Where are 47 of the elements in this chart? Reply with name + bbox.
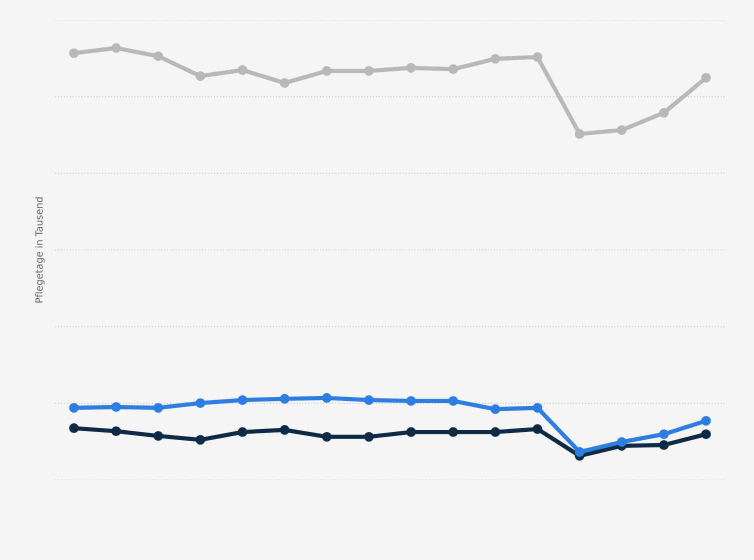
point xyxy=(153,431,164,441)
point xyxy=(701,416,711,426)
point xyxy=(322,393,332,403)
y-axis-title: Pflegetage in Tausend xyxy=(35,197,45,303)
point xyxy=(111,402,121,412)
point xyxy=(659,440,669,450)
point xyxy=(574,129,584,139)
point xyxy=(532,402,542,413)
point xyxy=(406,427,416,437)
point xyxy=(280,78,290,88)
point xyxy=(69,402,79,413)
point xyxy=(364,66,374,76)
point xyxy=(111,43,121,53)
point xyxy=(616,125,627,135)
point xyxy=(238,427,248,437)
point xyxy=(701,429,711,440)
point xyxy=(196,71,206,81)
point xyxy=(111,426,121,436)
point xyxy=(238,65,248,75)
point xyxy=(153,402,164,413)
point xyxy=(701,72,711,83)
point xyxy=(448,396,458,406)
point xyxy=(574,447,584,457)
point xyxy=(406,63,416,73)
point xyxy=(532,424,542,434)
point xyxy=(490,54,500,64)
point xyxy=(196,434,206,445)
point xyxy=(364,432,374,442)
point xyxy=(448,427,458,437)
point xyxy=(490,427,500,437)
point xyxy=(153,51,164,62)
point xyxy=(364,395,374,405)
point xyxy=(322,66,332,76)
point xyxy=(448,64,458,74)
point xyxy=(238,395,248,405)
point xyxy=(659,429,669,440)
point xyxy=(532,52,542,62)
point xyxy=(196,398,206,408)
point xyxy=(490,404,500,414)
point xyxy=(69,48,79,58)
point xyxy=(406,396,416,406)
point xyxy=(616,437,627,447)
point xyxy=(322,432,332,442)
point xyxy=(659,108,669,118)
point xyxy=(69,423,79,434)
point xyxy=(280,425,290,435)
point xyxy=(280,394,290,404)
